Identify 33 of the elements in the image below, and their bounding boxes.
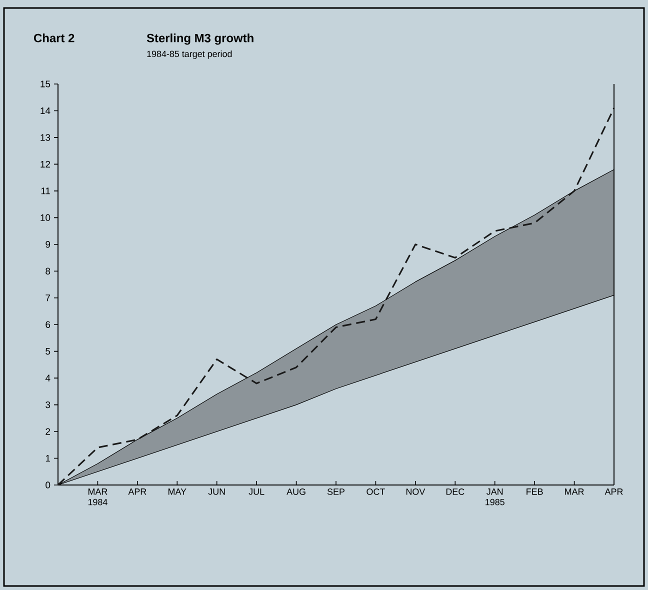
y-tick-label: 11	[41, 188, 50, 194]
x-tick-label: SEP	[327, 488, 345, 495]
x-tick-label: JUN	[208, 488, 225, 495]
y-tick-label: 7	[46, 294, 50, 302]
y-tick-label: 4	[45, 374, 50, 382]
x-tick-label: FEB	[526, 488, 543, 495]
y-tick-label: 1	[46, 455, 50, 462]
x-tick-label: MAY	[168, 488, 186, 495]
y-tick-label: 5	[46, 348, 50, 355]
x-tick-label: APR	[128, 488, 146, 495]
x-tick-label: MAR	[565, 488, 584, 495]
x-tick-label: AUG	[286, 488, 306, 495]
x-tick-label: NOV	[406, 488, 426, 495]
y-tick-label: 15	[40, 80, 50, 88]
y-tick-label: 6	[46, 321, 50, 328]
y-tick-label: 2	[46, 428, 50, 435]
y-tick-label: 9	[46, 241, 50, 248]
y-tick-label: 12	[40, 160, 50, 168]
chart-subtitle: 1984-85 target period	[147, 50, 232, 59]
y-tick-label: 14	[40, 107, 50, 114]
y-tick-label: 13	[40, 134, 50, 141]
caption: Chart 2	[34, 34, 74, 42]
x-tick-label: MAR 1984	[88, 488, 108, 506]
x-tick-label: JAN 1985	[486, 488, 504, 506]
y-tick-label: 0	[46, 482, 50, 488]
x-tick-label: JUL	[248, 488, 264, 495]
y-tick-label: 3	[46, 401, 50, 408]
x-tick-label: OCT	[366, 488, 385, 495]
y-tick-label: 8	[46, 268, 50, 274]
x-tick-label: APR	[604, 488, 623, 495]
y-tick-label: 10	[40, 214, 50, 222]
chart-title: Sterling M3 growth	[146, 34, 254, 45]
x-tick-label: DEC	[446, 488, 464, 495]
